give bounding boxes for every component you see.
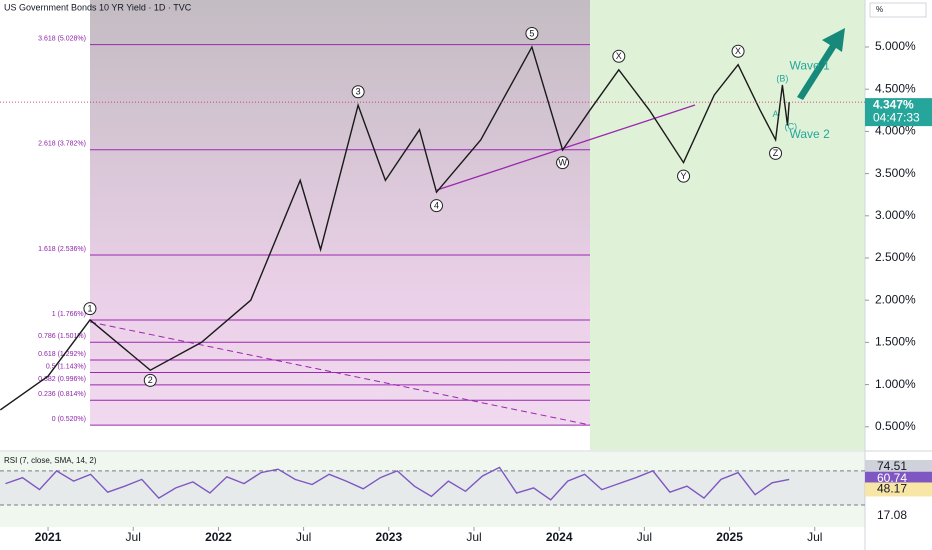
wave-marker [525,27,539,41]
fib-label: 3.618 (5.028%) [38,35,86,42]
x-tick-label: Jul [466,530,481,544]
wave-marker [83,302,97,316]
x-tick-label: Jul [807,530,822,544]
y-tick-label: 4.500% [875,81,916,95]
x-tick-label: 2023 [375,530,402,544]
rsi-tick-label: 74.51 [877,459,907,473]
fib-label: 0.618 (1.292%) [38,351,86,358]
wave-label: 4 [434,201,439,211]
wave-marker [430,199,444,213]
x-tick-label: 2025 [716,530,743,544]
y-tick-label: 4.000% [875,124,916,138]
rsi-tick-label: 17.08 [877,508,907,522]
annotation: (C) [785,122,798,132]
annotation: A [773,109,779,119]
annotation: Wave 2 [790,127,831,141]
annotation: Wave 1 [790,59,831,73]
fib-label: 1 (1.766%) [52,311,86,318]
x-tick-label: 2021 [35,530,62,544]
y-tick-label: 2.500% [875,250,916,264]
y-tick-label: 3.500% [875,166,916,180]
y-tick-label: 2.000% [875,292,916,306]
wave-label: X [616,51,622,61]
countdown: 04:47:33 [873,110,920,124]
fib-label: 0.382 (0.996%) [38,376,86,383]
fib-label: 0.5 (1.143%) [46,363,86,370]
fib-label: 0.236 (0.814%) [38,391,86,398]
x-tick-label: Jul [296,530,311,544]
y-tick-label: 3.000% [875,208,916,222]
rsi-title: RSI (7, close, SMA, 14, 2) [4,456,97,465]
unit-label: % [876,5,883,14]
y-tick-label: 5.000% [875,39,916,53]
series-line [5,466,790,501]
wave-label: 2 [148,375,153,385]
fib-label: 1.618 (2.536%) [38,246,86,253]
last-value-label: 4.347% [873,97,914,111]
fib-label: 0 (0.520%) [52,416,86,423]
shaded-region [90,0,590,425]
y-tick-label: 1.500% [875,335,916,349]
wave-label: Z [773,148,779,158]
wave-marker [769,146,783,160]
wave-marker [612,49,626,63]
rsi-tick-label: 48.17 [877,482,907,496]
rsi-tick-box [865,471,932,486]
wave-marker [731,44,745,58]
annotation: (B) [776,73,788,83]
wave-label: Y [681,171,687,181]
chart-title: US Government Bonds 10 YR Yield · 1D · T… [4,2,192,12]
shaded-region [590,0,865,450]
trend-line [89,321,591,426]
trend-line [436,104,696,191]
fib-label: 0.786 (1.501%) [38,333,86,340]
wave-label: W [558,158,567,168]
y-tick-label: 1.000% [875,377,916,391]
series-line [0,45,790,411]
wave-marker [351,85,365,99]
wave-marker [143,373,157,387]
wave-label: X [735,46,741,56]
wave-marker [556,156,570,170]
x-tick-label: 2024 [546,530,573,544]
rsi-tick-box [865,482,932,497]
y-tick-label: 0.500% [875,419,916,433]
x-tick-label: Jul [637,530,652,544]
rsi-tick-box [865,460,932,475]
rsi-pane [0,452,865,527]
wave-label: 1 [87,304,92,314]
x-tick-label: Jul [126,530,141,544]
arrow [797,28,845,100]
rsi-band [0,470,865,505]
x-tick-label: 2022 [205,530,232,544]
wave-label: 3 [356,87,361,97]
wave-label: 5 [529,28,534,38]
unit-box [869,2,927,18]
wave-marker [677,169,691,183]
rsi-tick-label: 60.74 [877,471,907,485]
last-value-box [865,98,932,127]
fib-label: 2.618 (3.782%) [38,141,86,148]
